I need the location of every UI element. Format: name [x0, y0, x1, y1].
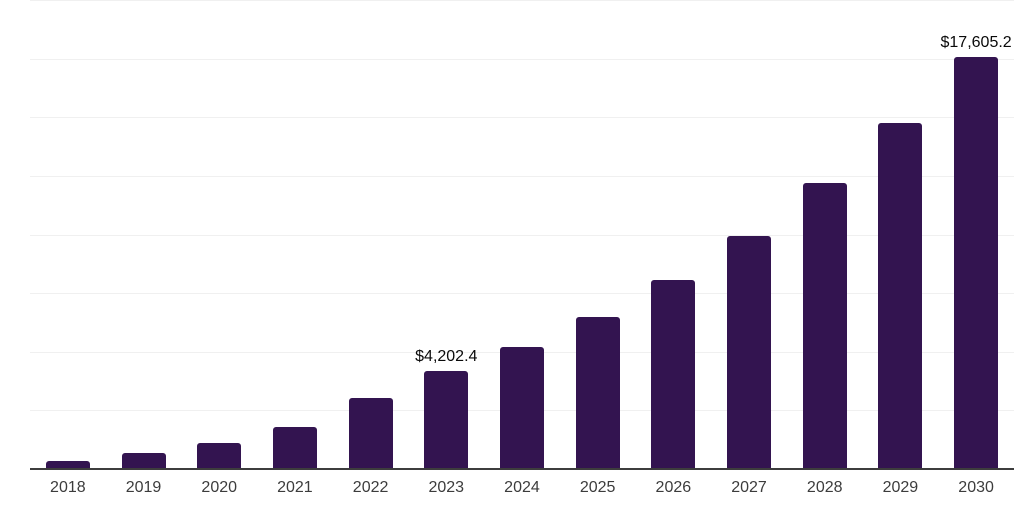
- x-tick-label-2023: 2023: [428, 479, 465, 496]
- gridline-17500: [30, 58, 1014, 60]
- bar-2026: [651, 280, 696, 470]
- x-tick-label-2019: 2019: [125, 479, 162, 496]
- x-axis-line: [30, 468, 1014, 470]
- gridline-7500: [30, 293, 1014, 295]
- gridline-20000: [30, 0, 1014, 1]
- bar-2027: [727, 235, 772, 470]
- bar-2030: [954, 57, 999, 470]
- bar-slot-2023: $4,202.4: [408, 0, 484, 470]
- gridline-12500: [30, 175, 1014, 177]
- bar-slot-2025: [560, 0, 636, 470]
- gridline-15000: [30, 117, 1014, 119]
- x-tick-label-2027: 2027: [731, 479, 767, 496]
- plot-area: $4,202.4 $17,605.2: [30, 0, 1014, 470]
- bar-2020: [197, 442, 242, 470]
- bar-slot-2029: [863, 0, 939, 470]
- bar-2019: [121, 452, 166, 470]
- bar-2025: [575, 317, 620, 470]
- bar-slot-2019: [106, 0, 182, 470]
- bar-slot-2018: [30, 0, 106, 470]
- bar-2029: [878, 123, 923, 470]
- x-tick-label-2021: 2021: [277, 479, 313, 496]
- x-tick-label-2025: 2025: [579, 479, 616, 496]
- bar-slot-2026: [636, 0, 712, 470]
- bar-slot-2022: [333, 0, 409, 470]
- bar-2022: [348, 398, 393, 470]
- x-tick-label-2018: 2018: [50, 479, 86, 496]
- bar-slot-2027: [711, 0, 787, 470]
- gridline-10000: [30, 234, 1014, 236]
- x-tick-label-2030: 2030: [958, 479, 994, 496]
- x-tick-label-2026: 2026: [655, 479, 692, 496]
- bar-2023: [424, 371, 469, 470]
- x-tick-label-2020: 2020: [201, 479, 238, 496]
- bars-container: $4,202.4 $17,605.2: [30, 0, 1014, 470]
- bar-value-label-2030: $17,605.2: [940, 34, 1012, 52]
- bar-slot-2024: [484, 0, 560, 470]
- x-tick-label-2028: 2028: [806, 479, 843, 496]
- bar-2024: [499, 346, 544, 470]
- bar-slot-2028: [787, 0, 863, 470]
- bar-slot-2021: [257, 0, 333, 470]
- bar-2018: [45, 461, 90, 470]
- bar-2028: [802, 182, 847, 470]
- x-tick-label-2022: 2022: [352, 479, 389, 496]
- bar-value-label-2023: $4,202.4: [415, 348, 478, 366]
- x-tick-label-2024: 2024: [504, 479, 540, 496]
- bar-slot-2030: $17,605.2: [938, 0, 1014, 470]
- bar-2021: [272, 427, 317, 470]
- x-axis-tick-labels: 2018 2019 2020 2021 2022 2023 2024 2025 2026 2027…: [30, 470, 1014, 496]
- x-tick-label-2029: 2029: [882, 479, 919, 496]
- bar-slot-2020: [181, 0, 257, 470]
